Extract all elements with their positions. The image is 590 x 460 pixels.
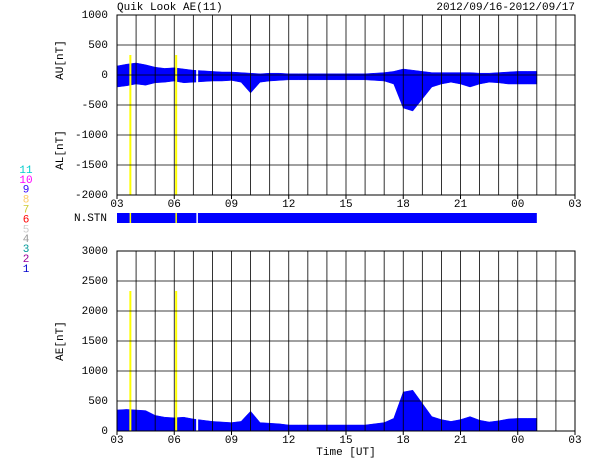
x-tick-label: 06 [168, 199, 181, 211]
x-tick-label: 00 [511, 199, 524, 211]
y-tick-label: 2500 [82, 276, 108, 288]
x-tick-label: 21 [454, 435, 468, 447]
x-tick-label: 18 [397, 199, 410, 211]
x-tick-label: 09 [225, 435, 238, 447]
x-tick-label: 00 [511, 435, 524, 447]
x-tick-label: 03 [110, 435, 123, 447]
y-tick-label: 0 [101, 426, 108, 438]
x-tick-label: 12 [282, 435, 295, 447]
x-axis-label: Time [UT] [316, 447, 375, 459]
plot-frame [116, 250, 576, 432]
y-tick-label: 1000 [82, 366, 108, 378]
station-legend-label: 2 [23, 254, 30, 266]
x-tick-label: 03 [568, 435, 581, 447]
station-legend-label: 11 [19, 165, 33, 177]
x-tick-label: 15 [339, 435, 352, 447]
x-tick-label: 03 [568, 199, 581, 211]
y-tick-label: 1500 [82, 336, 108, 348]
station-legend-label: 1 [23, 264, 30, 276]
y-tick-label: -1500 [75, 160, 108, 172]
y-axis-label: AE[nT] [55, 321, 67, 361]
station-legend-label: 8 [23, 195, 30, 207]
x-tick-label: 12 [282, 199, 295, 211]
area [116, 389, 538, 432]
chart-title: Quik Look AE(11) [117, 2, 223, 14]
y-tick-label: 500 [88, 40, 108, 52]
x-tick-label: 15 [339, 199, 352, 211]
station-legend-label: 5 [23, 224, 30, 236]
y-tick-label: 2000 [82, 306, 108, 318]
station-legend-label: 10 [19, 175, 32, 187]
y-tick-label: 0 [101, 70, 108, 82]
y-tick-label: 3000 [82, 246, 108, 258]
y-tick-label: -1000 [75, 130, 108, 142]
chart-subtitle: 2012/09/16-2012/09/17 [436, 2, 575, 14]
y-axis-label: AU[nT] [55, 40, 67, 80]
station-legend-label: 6 [23, 214, 30, 226]
station-legend-label: 4 [23, 234, 30, 246]
x-tick-label: 18 [397, 435, 410, 447]
y-axis-label: AL[nT] [55, 130, 67, 170]
x-tick-label: 09 [225, 199, 238, 211]
station-legend-label: 9 [23, 185, 30, 197]
x-tick-label: 06 [168, 435, 181, 447]
plot-frame [116, 14, 576, 196]
stn-bar [117, 213, 537, 223]
x-tick-label: 21 [454, 199, 468, 211]
y-tick-label: -2000 [75, 190, 108, 202]
station-legend-label: 7 [23, 205, 30, 217]
station-legend-label: 3 [23, 244, 30, 256]
area [116, 62, 538, 76]
x-tick-label: 03 [110, 199, 123, 211]
y-tick-label: 500 [88, 396, 108, 408]
area [116, 74, 538, 112]
y-tick-label: -500 [82, 100, 108, 112]
y-tick-label: 1000 [82, 10, 108, 22]
stn-label: N.STN [74, 213, 107, 225]
